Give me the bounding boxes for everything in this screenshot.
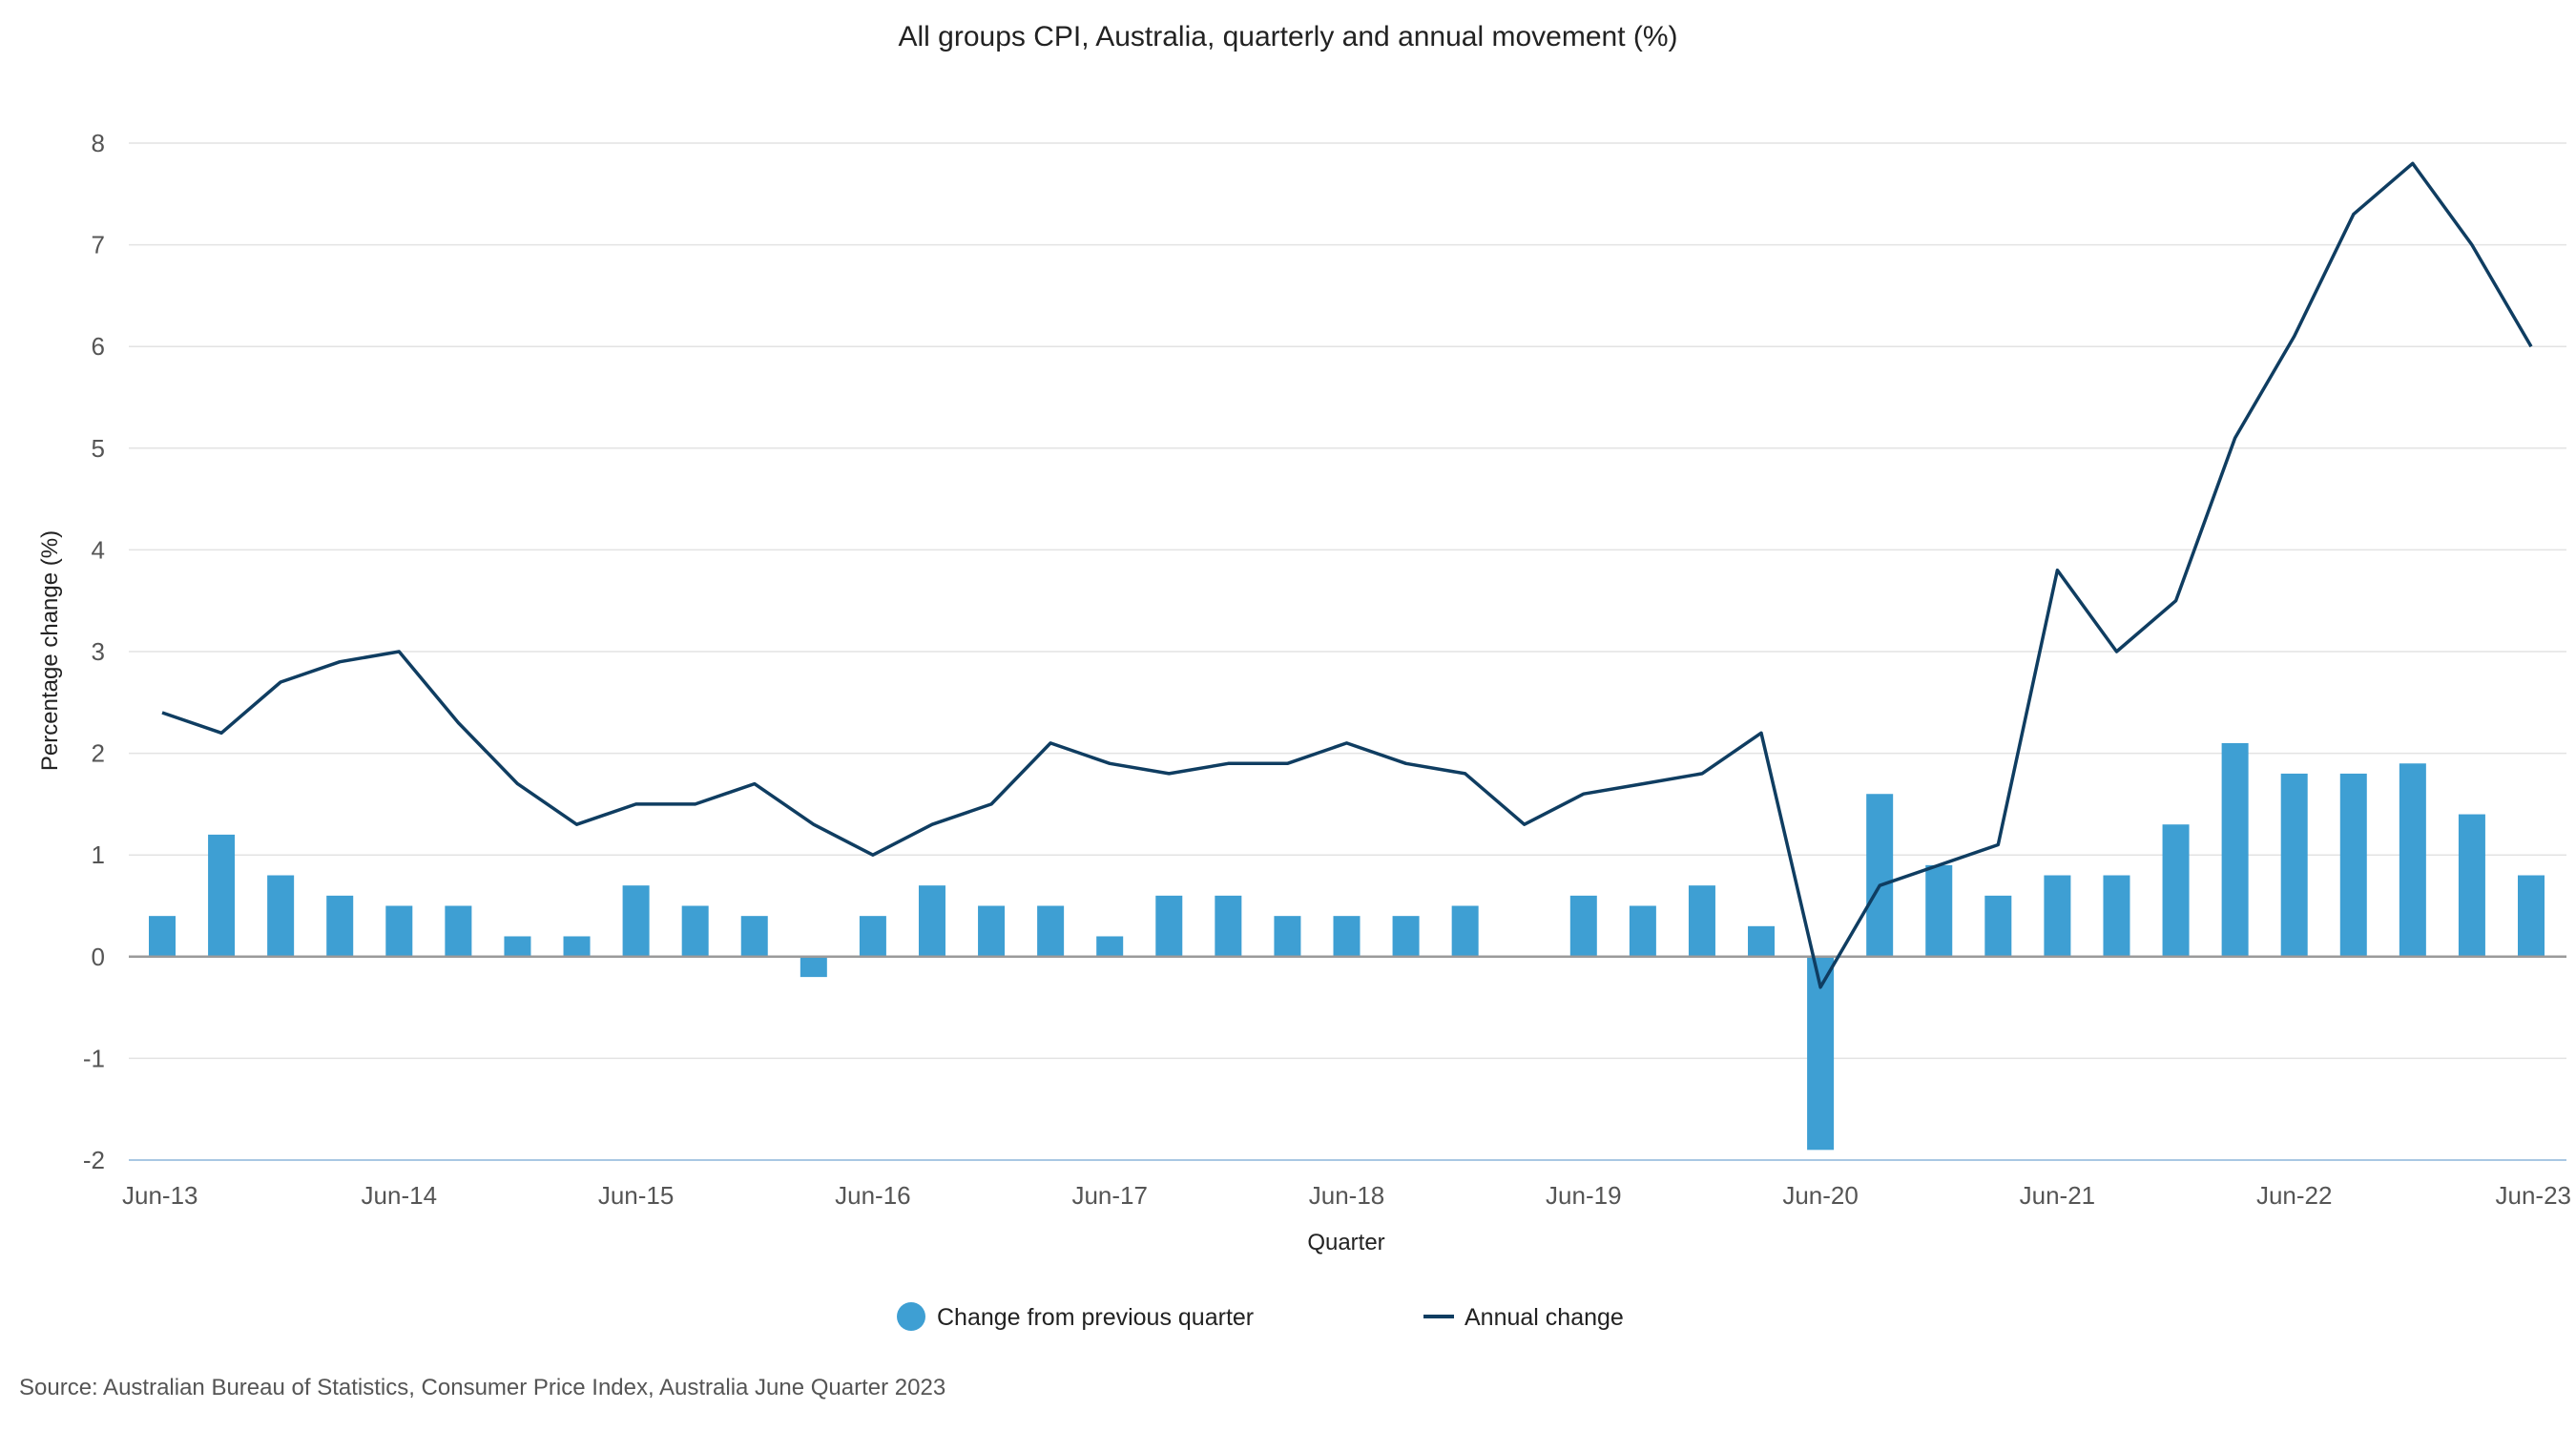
bar-Mar-18 [1274, 916, 1301, 957]
bar-Jun-20 [1807, 956, 1835, 1151]
line-series [161, 161, 2533, 989]
legend-label-change-from-previous-quarter: Change from previous quarter [937, 1304, 1254, 1331]
bar-Mar-20 [1748, 925, 1776, 957]
bar-Jun-22 [2280, 773, 2308, 957]
y-tick-label: 5 [92, 434, 105, 463]
y-tick-label: -2 [83, 1146, 105, 1174]
bar-Dec-20 [1925, 864, 1953, 957]
bar-Jun-23 [2518, 875, 2545, 957]
x-tick-label: Jun-19 [1546, 1181, 1622, 1210]
x-tick-label: Jun-20 [1782, 1181, 1859, 1210]
bar-Dec-17 [1215, 895, 1242, 957]
bar-Dec-21 [2162, 824, 2190, 957]
bar-Sep-14 [445, 905, 472, 957]
y-tick-label: 3 [92, 637, 105, 666]
y-tick-label: 6 [92, 332, 105, 361]
bar-Dec-15 [740, 916, 768, 957]
y-tick-label: 4 [92, 535, 105, 564]
bar-Jun-16 [859, 916, 886, 957]
x-tick-label: Jun-22 [2256, 1181, 2333, 1210]
legend: Change from previous quarter Annual chan… [897, 1302, 1624, 1331]
legend-marker-change-from-previous-quarter [897, 1302, 925, 1331]
x-tick-label: Jun-15 [598, 1181, 675, 1210]
bar-Jun-19 [1569, 895, 1597, 957]
x-tick-label: Jun-23 [2496, 1181, 2572, 1210]
bar-Mar-14 [326, 895, 354, 957]
bar-Mar-16 [800, 956, 827, 978]
bar-Mar-17 [1037, 905, 1065, 957]
y-tick-label: -1 [83, 1044, 105, 1072]
bar-Mar-23 [2458, 814, 2485, 957]
x-tick-label: Jun-14 [362, 1181, 438, 1210]
bar-series [149, 742, 2545, 1151]
bar-Jun-17 [1096, 936, 1124, 957]
bar-Jun-18 [1333, 916, 1361, 957]
bar-Sep-18 [1392, 916, 1420, 957]
chart-title: All groups CPI, Australia, quarterly and… [898, 21, 1677, 52]
gridlines [129, 142, 2566, 1161]
bar-Jun-13 [149, 916, 176, 957]
bar-Sep-15 [681, 905, 709, 957]
bar-Sep-16 [918, 885, 945, 957]
bar-Mar-21 [1984, 895, 2012, 957]
bar-Sep-22 [2339, 773, 2367, 957]
bar-Dec-19 [1688, 885, 1715, 957]
bar-Jun-21 [2044, 875, 2071, 957]
x-axis-ticks: Jun-13 Jun-14 Jun-15 Jun-16 Jun-17 Jun-18 Jun-… [122, 1181, 2571, 1210]
x-tick-label: Jun-18 [1309, 1181, 1385, 1210]
bar-Jun-14 [385, 905, 413, 957]
bar-Sep-13 [208, 834, 236, 957]
bar-Sep-17 [1155, 895, 1183, 957]
x-tick-label: Jun-13 [122, 1181, 198, 1210]
x-axis-title: Quarter [1307, 1230, 1384, 1255]
x-tick-label: Jun-21 [2020, 1181, 2096, 1210]
bar-Dec-22 [2399, 763, 2426, 957]
bar-Dec-14 [504, 936, 531, 957]
legend-label-annual-change: Annual change [1465, 1304, 1624, 1331]
y-tick-label: 2 [92, 739, 105, 768]
y-tick-label: 8 [92, 129, 105, 157]
y-tick-label: 7 [92, 231, 105, 259]
bar-Jun-15 [622, 885, 650, 957]
y-tick-label: 1 [92, 840, 105, 869]
bar-Dec-13 [267, 875, 295, 957]
source-note: Source: Australian Bureau of Statistics,… [19, 1375, 945, 1400]
y-axis-title: Percentage change (%) [37, 530, 63, 771]
bar-Mar-15 [563, 936, 591, 957]
bar-Sep-21 [2103, 875, 2130, 957]
bar-Dec-16 [978, 905, 1006, 957]
x-tick-label: Jun-17 [1071, 1181, 1148, 1210]
x-tick-label: Jun-16 [835, 1181, 911, 1210]
y-tick-label: 0 [92, 943, 105, 971]
y-axis-ticks: -2 -1 0 1 2 3 4 5 6 7 8 [83, 129, 105, 1174]
bar-Dec-18 [1451, 905, 1479, 957]
annual-change-line [161, 161, 2533, 989]
bar-Mar-22 [2221, 742, 2249, 957]
bar-Sep-20 [1866, 794, 1894, 957]
bar-Sep-19 [1629, 905, 1656, 957]
